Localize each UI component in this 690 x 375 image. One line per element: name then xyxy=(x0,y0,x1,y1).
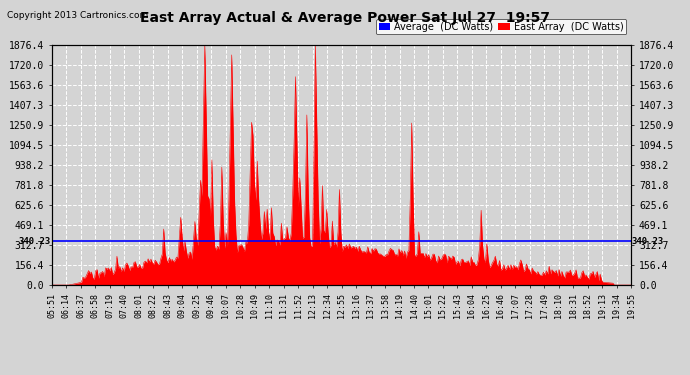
Text: Copyright 2013 Cartronics.com: Copyright 2013 Cartronics.com xyxy=(7,11,148,20)
Text: 340.23: 340.23 xyxy=(632,237,664,246)
Text: East Array Actual & Average Power Sat Jul 27  19:57: East Array Actual & Average Power Sat Ju… xyxy=(140,11,550,25)
Text: 340.23: 340.23 xyxy=(19,237,51,246)
Legend: Average  (DC Watts), East Array  (DC Watts): Average (DC Watts), East Array (DC Watts… xyxy=(376,19,627,34)
